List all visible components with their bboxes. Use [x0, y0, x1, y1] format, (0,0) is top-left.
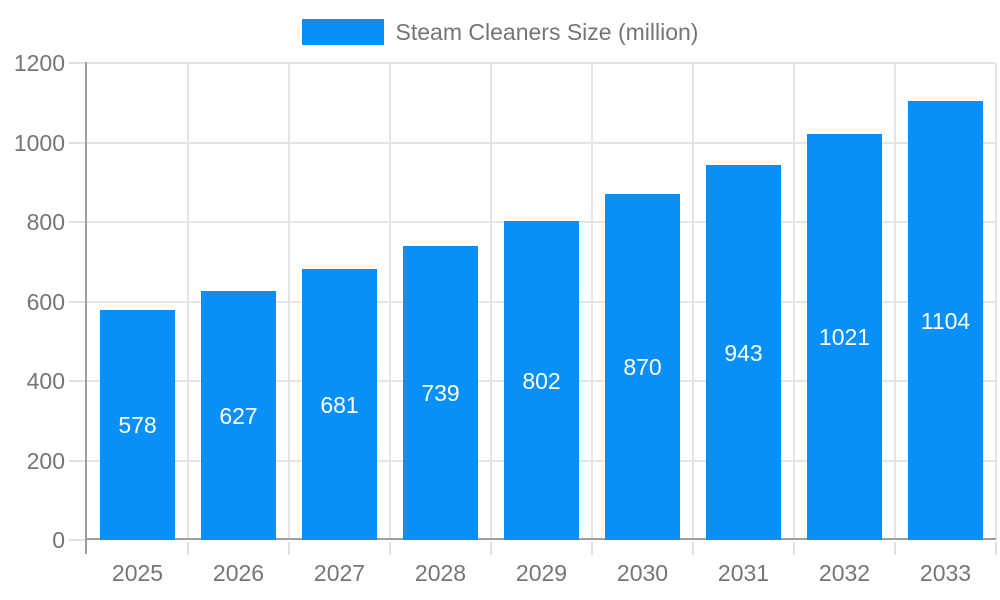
v-gridline-3 [389, 63, 391, 540]
v-gridline-6 [692, 63, 694, 540]
y-tick-label-400: 400 [26, 368, 65, 394]
bar-2028[interactable]: 739 [403, 246, 478, 540]
bar-2033[interactable]: 1104 [908, 101, 983, 540]
y-axis-tick-600 [69, 300, 85, 303]
x-tick-label-2027: 2027 [313, 560, 366, 586]
v-gridline-2 [288, 63, 290, 540]
y-tick-label-800: 800 [26, 209, 65, 235]
x-axis-tick-8 [894, 542, 896, 555]
x-tick-label-2030: 2030 [616, 560, 669, 586]
bar-2030[interactable]: 870 [605, 194, 680, 540]
bar-value-label-2032: 1021 [818, 324, 871, 350]
x-tick-label-2032: 2032 [818, 560, 871, 586]
bar-2032[interactable]: 1021 [807, 134, 882, 540]
v-gridline-7 [793, 63, 795, 540]
y-tick-label-600: 600 [26, 288, 65, 315]
y-tick-label-1200: 1200 [13, 50, 65, 76]
bar-value-label-2027: 681 [320, 391, 359, 418]
x-tick-label-2026: 2026 [212, 560, 265, 586]
y-axis-tick-200 [69, 459, 85, 462]
x-tick-label-2028: 2028 [414, 560, 467, 586]
legend-swatch-icon [301, 19, 384, 45]
v-gridline-4 [490, 63, 492, 540]
x-axis-tick-2 [288, 542, 290, 555]
bar-value-label-2026: 627 [219, 402, 258, 429]
bar-2029[interactable]: 802 [504, 221, 579, 540]
x-axis-tick-1 [187, 542, 189, 555]
v-gridline-1 [187, 63, 189, 540]
x-axis-tick-7 [793, 542, 795, 555]
bar-value-label-2029: 802 [522, 367, 561, 394]
x-tick-label-2033: 2033 [919, 560, 972, 586]
legend-label: Steam Cleaners Size (million) [395, 19, 699, 45]
x-tick-label-2029: 2029 [515, 560, 568, 586]
y-axis-tick-1200 [69, 62, 85, 64]
x-axis-tick-5 [591, 542, 593, 555]
bar-2026[interactable]: 627 [201, 291, 276, 540]
x-axis-tick-3 [389, 542, 391, 555]
x-axis-tick-4 [490, 542, 492, 555]
bar-value-label-2025: 578 [118, 412, 157, 438]
bar-value-label-2028: 739 [421, 380, 460, 406]
h-gridline-1000 [87, 141, 996, 144]
plot-area: 0 200 400 600 800 1000 1200 578 627 681 739 802 870 9… [14, 50, 997, 586]
h-gridline-1200 [87, 62, 996, 64]
y-axis-tick-0 [69, 539, 85, 541]
legend-item-steam-cleaners[interactable]: Steam Cleaners Size (million) [301, 19, 699, 45]
x-tick-label-2031: 2031 [717, 560, 770, 586]
y-tick-label-1000: 1000 [13, 129, 65, 156]
y-axis-tick-1000 [69, 141, 85, 144]
bar-value-label-2031: 943 [724, 339, 763, 366]
y-tick-label-0: 0 [52, 527, 65, 553]
bar-2031[interactable]: 943 [706, 165, 781, 540]
y-axis-tick-800 [69, 221, 85, 223]
plot-right-border [995, 63, 997, 540]
v-gridline-5 [591, 63, 593, 540]
y-axis-tick-400 [69, 380, 85, 382]
x-tick-label-2025: 2025 [111, 560, 164, 586]
chart-legend: Steam Cleaners Size (million) [0, 19, 1000, 45]
x-axis-tick-6 [692, 542, 694, 555]
x-axis-tick-right [995, 542, 997, 555]
bar-2027[interactable]: 681 [302, 269, 377, 540]
bar-2025[interactable]: 578 [100, 310, 175, 540]
bar-value-label-2030: 870 [623, 354, 662, 380]
y-axis-line [85, 62, 87, 554]
y-tick-label-200: 200 [26, 447, 65, 474]
v-gridline-8 [894, 63, 896, 540]
bar-value-label-2033: 1104 [920, 307, 971, 334]
